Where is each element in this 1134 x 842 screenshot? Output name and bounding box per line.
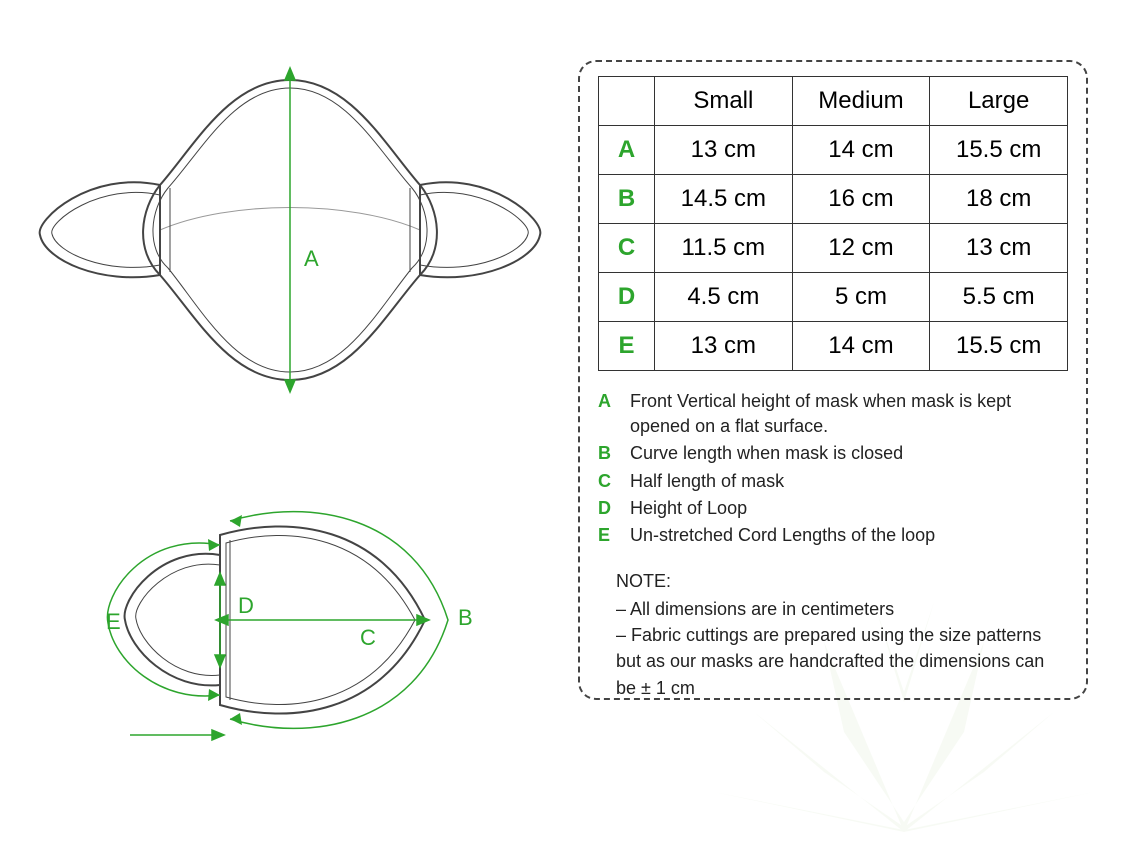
- size-table: Small Medium Large A 13 cm 14 cm 15.5 cm…: [598, 76, 1068, 371]
- table-row: D 4.5 cm 5 cm 5.5 cm: [599, 273, 1068, 322]
- cell: 5 cm: [792, 273, 930, 322]
- size-table-corner: [599, 77, 655, 126]
- row-letter-e: E: [599, 322, 655, 371]
- table-row: B 14.5 cm 16 cm 18 cm: [599, 175, 1068, 224]
- legend-letter: B: [598, 441, 616, 466]
- cell: 14.5 cm: [655, 175, 793, 224]
- legend-text: Half length of mask: [630, 469, 1068, 494]
- legend-text: Height of Loop: [630, 496, 1068, 521]
- dim-label-a: A: [304, 246, 319, 271]
- legend-letter: A: [598, 389, 616, 439]
- size-col-medium: Medium: [792, 77, 930, 126]
- row-letter-d: D: [599, 273, 655, 322]
- dim-label-d: D: [238, 593, 254, 618]
- cell: 13 cm: [655, 322, 793, 371]
- cell: 13 cm: [655, 126, 793, 175]
- dim-label-b: B: [458, 605, 473, 630]
- legend-letter: E: [598, 523, 616, 548]
- cell: 15.5 cm: [930, 322, 1068, 371]
- cell: 5.5 cm: [930, 273, 1068, 322]
- row-letter-a: A: [599, 126, 655, 175]
- cell: 18 cm: [930, 175, 1068, 224]
- legend-row: C Half length of mask: [598, 469, 1068, 494]
- table-row: A 13 cm 14 cm 15.5 cm: [599, 126, 1068, 175]
- legend-text: Un-stretched Cord Lengths of the loop: [630, 523, 1068, 548]
- size-col-large: Large: [930, 77, 1068, 126]
- mask-front-view: A: [20, 50, 560, 410]
- cell: 12 cm: [792, 224, 930, 273]
- notes-block: NOTE: – All dimensions are in centimeter…: [598, 568, 1068, 700]
- legend-row: B Curve length when mask is closed: [598, 441, 1068, 466]
- cell: 15.5 cm: [930, 126, 1068, 175]
- cell: 14 cm: [792, 322, 930, 371]
- dim-label-c: C: [360, 625, 376, 650]
- cell: 14 cm: [792, 126, 930, 175]
- dimension-legend: A Front Vertical height of mask when mas…: [598, 389, 1068, 548]
- row-letter-c: C: [599, 224, 655, 273]
- cell: 4.5 cm: [655, 273, 793, 322]
- cell: 13 cm: [930, 224, 1068, 273]
- note-title: NOTE:: [616, 568, 1068, 594]
- row-letter-b: B: [599, 175, 655, 224]
- table-row: C 11.5 cm 12 cm 13 cm: [599, 224, 1068, 273]
- legend-text: Curve length when mask is closed: [630, 441, 1068, 466]
- legend-letter: C: [598, 469, 616, 494]
- mask-side-view: B C D E: [20, 425, 560, 825]
- sizing-info-panel: Small Medium Large A 13 cm 14 cm 15.5 cm…: [578, 60, 1088, 700]
- note-line: – Fabric cuttings are prepared using the…: [616, 622, 1068, 700]
- table-row: E 13 cm 14 cm 15.5 cm: [599, 322, 1068, 371]
- legend-row: D Height of Loop: [598, 496, 1068, 521]
- note-line: – All dimensions are in centimeters: [616, 596, 1068, 622]
- size-col-small: Small: [655, 77, 793, 126]
- legend-text: Front Vertical height of mask when mask …: [630, 389, 1068, 439]
- dim-label-e: E: [106, 609, 121, 634]
- cell: 16 cm: [792, 175, 930, 224]
- cell: 11.5 cm: [655, 224, 793, 273]
- mask-diagrams: A B C: [20, 50, 560, 810]
- legend-row: E Un-stretched Cord Lengths of the loop: [598, 523, 1068, 548]
- legend-row: A Front Vertical height of mask when mas…: [598, 389, 1068, 439]
- legend-letter: D: [598, 496, 616, 521]
